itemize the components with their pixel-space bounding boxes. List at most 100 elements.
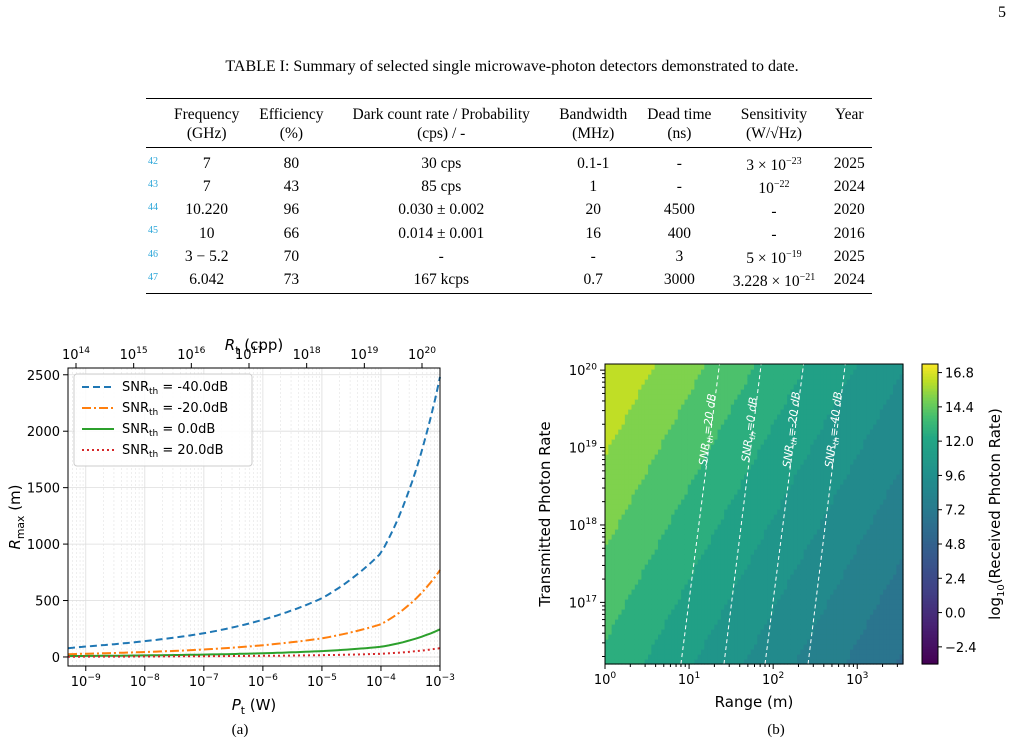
heatmap-cell — [744, 624, 748, 630]
heatmap-cell — [621, 599, 626, 605]
heatmap-cell — [859, 589, 864, 595]
heatmap-cell — [843, 479, 848, 485]
heatmap-cell — [624, 464, 629, 470]
heatmap-cell — [797, 439, 801, 445]
heatmap-cell — [836, 454, 841, 460]
heatmap-cell — [744, 654, 748, 660]
heatmap-cell — [717, 454, 722, 460]
heatmap-cell — [843, 559, 848, 565]
heatmap-cell — [840, 564, 844, 570]
heatmap-cell — [790, 629, 795, 635]
heatmap-cell — [657, 554, 662, 560]
heatmap-cell — [740, 604, 745, 610]
heatmap-cell — [856, 409, 861, 415]
heatmap-cell — [757, 489, 762, 495]
heatmap-cell — [661, 509, 666, 515]
heatmap-cell — [777, 479, 782, 485]
heatmap-cell — [800, 579, 805, 585]
heatmap-cell — [661, 659, 666, 665]
heatmap-cell — [770, 659, 775, 665]
heatmap-cell — [664, 659, 669, 665]
heatmap-cell — [840, 624, 844, 630]
heatmap-cell — [671, 464, 676, 470]
heatmap-cell — [866, 629, 871, 635]
heatmap-cell — [664, 534, 669, 540]
reference-link[interactable]: 47 — [148, 271, 158, 283]
heatmap-cell — [773, 479, 778, 485]
heatmap-cell — [717, 564, 722, 570]
heatmap-cell — [737, 484, 742, 490]
heatmap-cell — [740, 464, 745, 470]
heatmap-cell — [757, 404, 762, 410]
heatmap-cell — [850, 654, 854, 660]
heatmap-cell — [657, 634, 662, 640]
heatmap-cell — [747, 524, 752, 530]
heatmap-cell — [767, 399, 772, 405]
heatmap-cell — [846, 569, 851, 575]
heatmap-cell — [611, 514, 616, 520]
header-col-2: Dark count rate / Probability — [333, 98, 549, 124]
heatmap-cell — [763, 419, 768, 425]
heatmap-cell — [777, 614, 782, 620]
heatmap-cell — [671, 569, 676, 575]
heatmap-cell — [846, 584, 851, 590]
heatmap-cell — [780, 419, 785, 425]
heatmap-cell — [783, 414, 788, 420]
heatmap-cell — [614, 379, 619, 385]
heatmap-cell — [830, 604, 835, 610]
heatmap-cell — [763, 529, 768, 535]
heatmap-cell — [734, 559, 739, 565]
reference-link[interactable]: 45 — [148, 225, 158, 237]
heatmap-cell — [750, 574, 755, 580]
heatmap-cell — [605, 639, 609, 645]
heatmap-cell — [800, 379, 805, 385]
heatmap-cell — [773, 389, 778, 395]
heatmap-cell — [803, 474, 808, 480]
cell-eff: 66 — [283, 224, 300, 242]
heatmap-cell — [654, 654, 659, 660]
heatmap-cell — [694, 419, 699, 425]
heatmap-cell — [608, 464, 613, 470]
heatmap-cell — [813, 584, 818, 590]
heatmap-cell — [614, 389, 619, 395]
heatmap-cell — [667, 634, 672, 640]
heatmap-cell — [687, 369, 692, 375]
heatmap-cell — [777, 374, 782, 380]
heatmap-cell — [754, 374, 758, 380]
heatmap-cell — [605, 654, 609, 660]
heatmap-cell — [737, 459, 742, 465]
heatmap-cell — [614, 639, 619, 645]
heatmap-cell — [863, 419, 868, 425]
heatmap-cell — [823, 529, 828, 535]
heatmap-cell — [605, 629, 609, 635]
heatmap-cell — [793, 429, 798, 435]
heatmap-cell — [843, 509, 848, 515]
heatmap-cell — [631, 389, 636, 395]
heatmap-cell — [787, 544, 792, 550]
heatmap-cell — [830, 374, 835, 380]
heatmap-cell — [618, 399, 623, 405]
heatmap-cell — [836, 499, 841, 505]
heatmap-cell — [843, 364, 848, 370]
heatmap-cell — [664, 564, 669, 570]
reference-link[interactable]: 42 — [148, 156, 158, 167]
heatmap-cell — [850, 469, 854, 475]
reference-link[interactable]: 43 — [148, 179, 158, 191]
heatmap-cell — [757, 594, 762, 600]
heatmap-cell — [744, 644, 748, 650]
heatmap-cell — [644, 579, 649, 585]
heatmap-cell — [836, 654, 841, 660]
heatmap-cell — [654, 589, 659, 595]
heatmap-cell — [826, 629, 831, 635]
heatmap-cell — [664, 479, 669, 485]
heatmap-cell — [681, 609, 686, 615]
reference-link[interactable]: 46 — [148, 248, 158, 260]
heatmap-cell — [856, 509, 861, 515]
heatmap-cell — [747, 539, 752, 545]
heatmap-cell — [810, 554, 815, 560]
heatmap-cell — [664, 614, 669, 620]
reference-link[interactable]: 44 — [148, 202, 158, 214]
heatmap-cell — [859, 409, 864, 415]
cell-year: 2016 — [833, 224, 865, 242]
heatmap-cell — [810, 424, 815, 430]
